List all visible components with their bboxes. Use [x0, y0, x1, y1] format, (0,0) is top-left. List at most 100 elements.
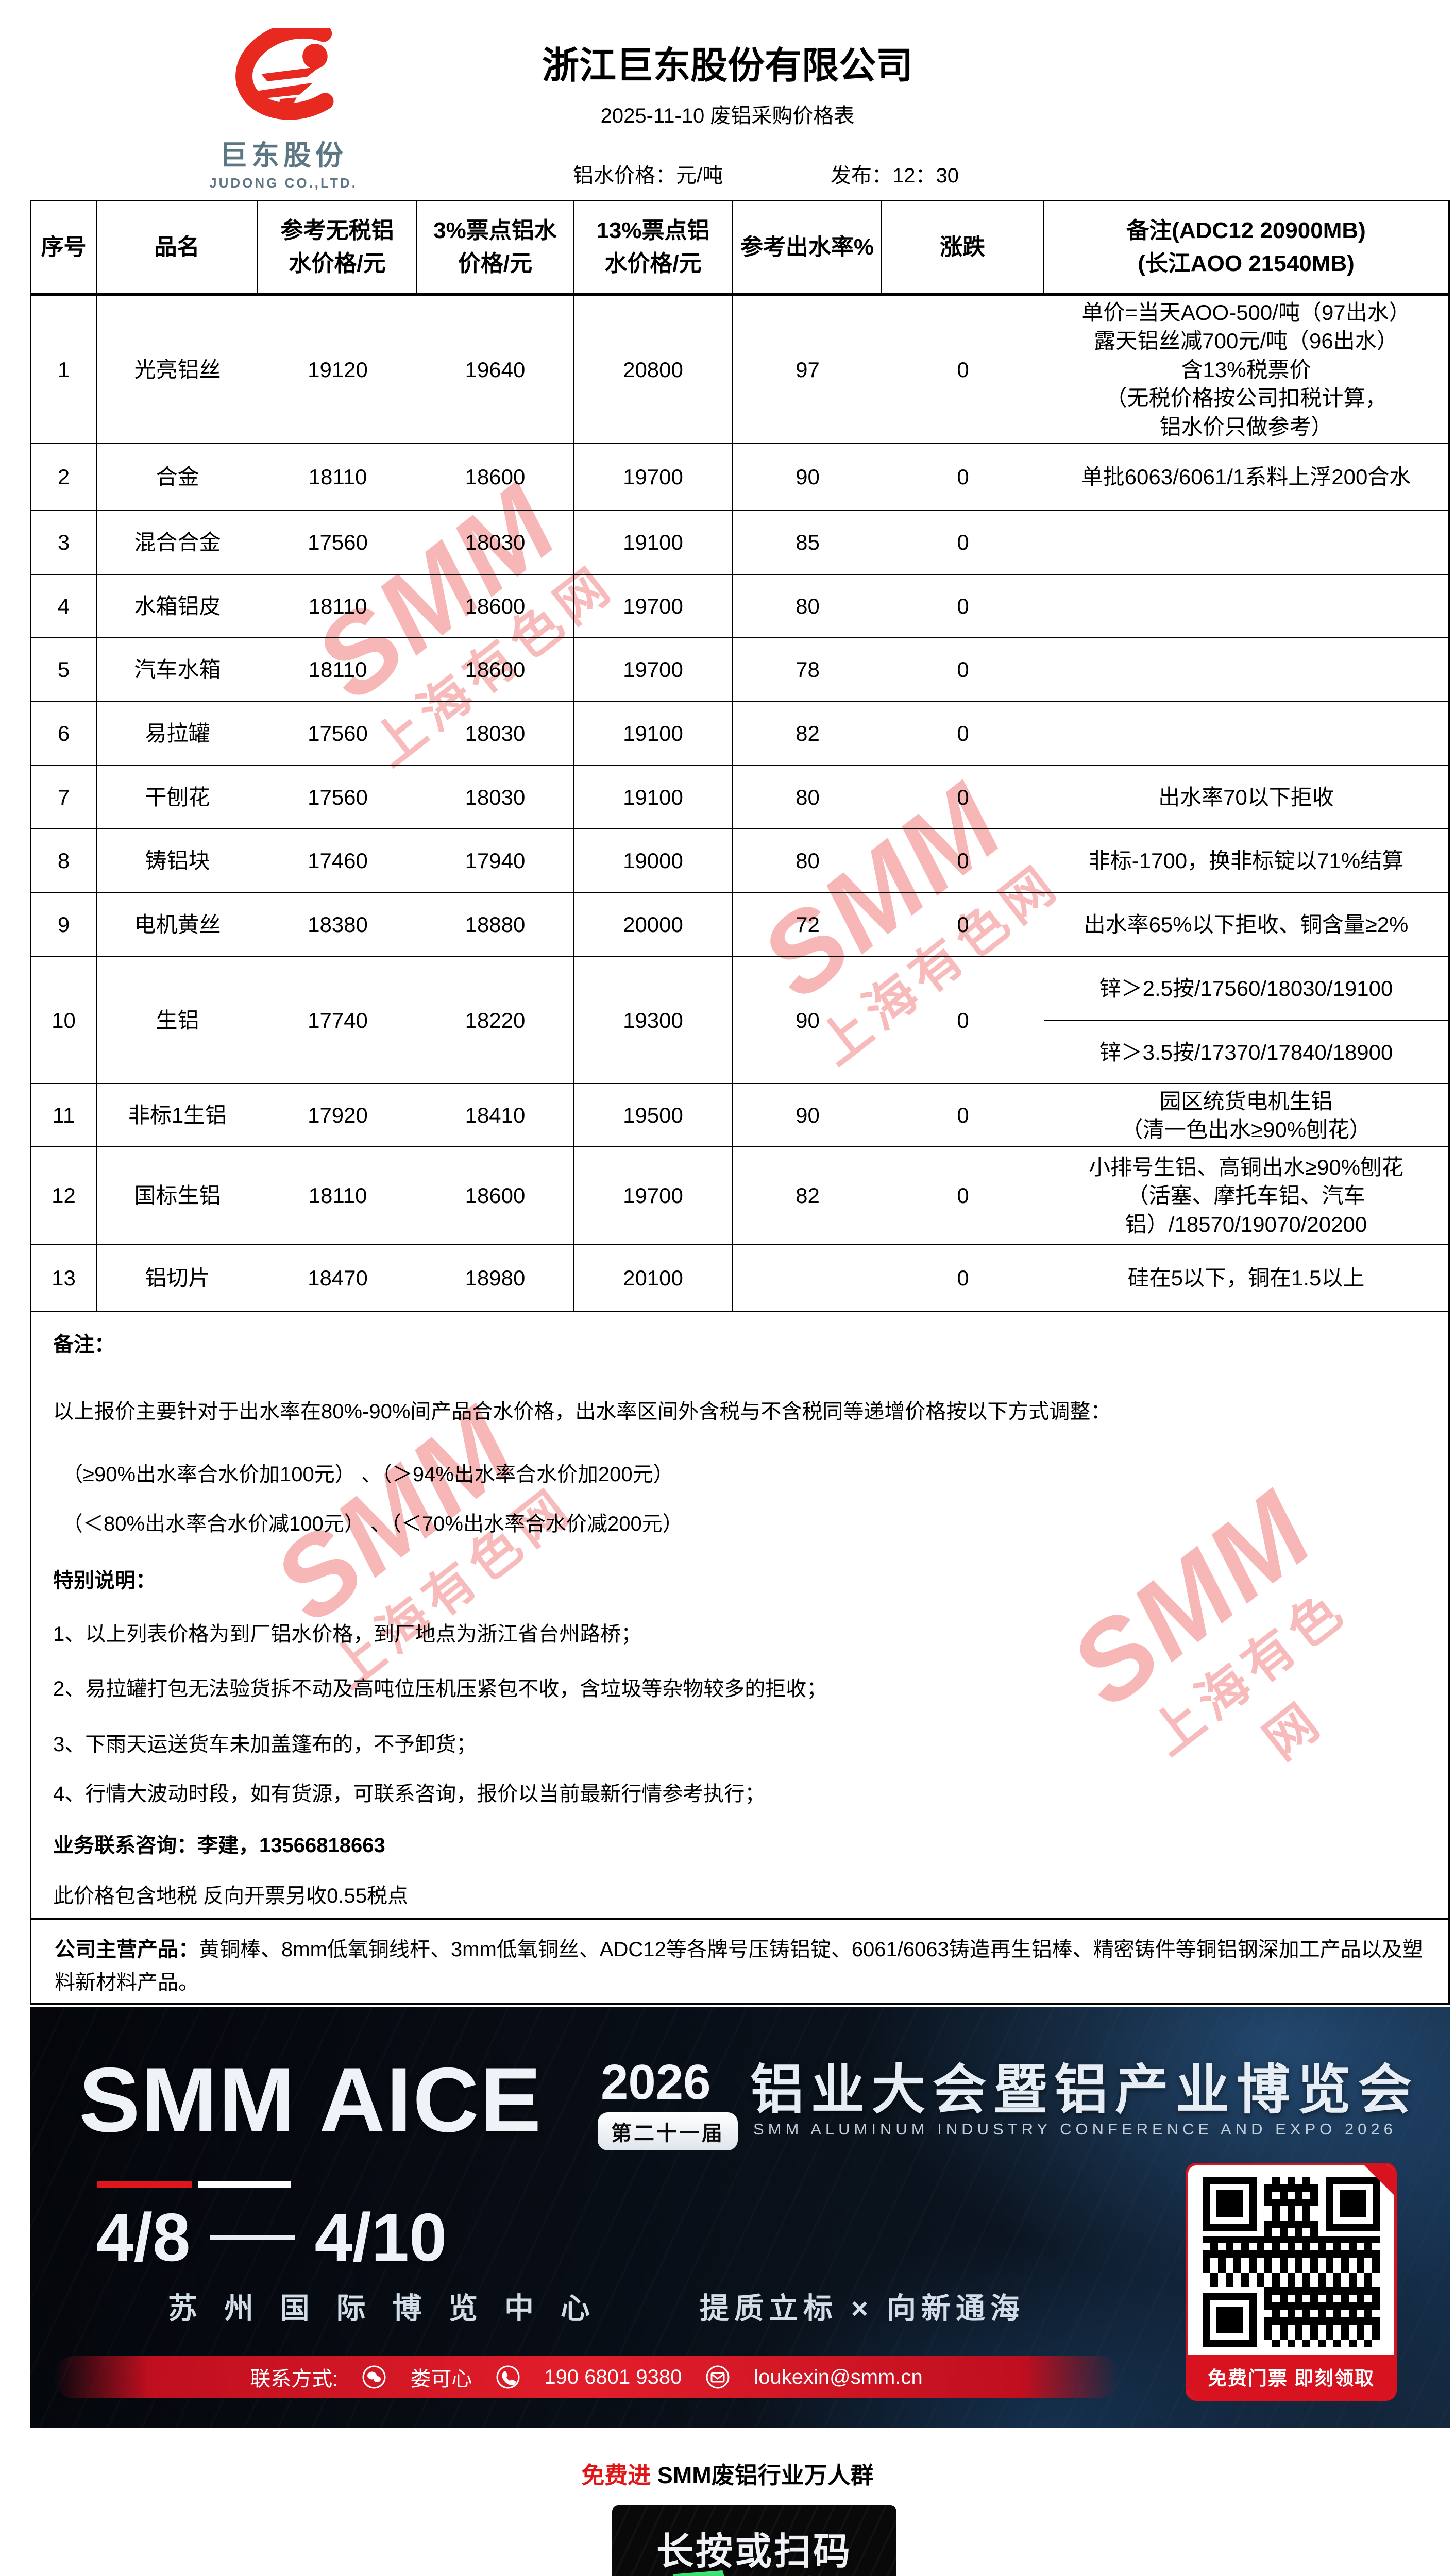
table-cell: 电机黄丝 [97, 893, 258, 957]
table-cell: 80 [733, 766, 882, 829]
table-cell: 0 [882, 829, 1044, 893]
banner-slogan: 提质立标 × 向新通海 [700, 2292, 1025, 2325]
table-cell: 干刨花 [97, 766, 258, 829]
table-cell: 0 [882, 766, 1044, 829]
table-cell: 18030 [417, 511, 574, 575]
table-cell [733, 1245, 882, 1312]
contact-name: 娄可心 [410, 2368, 472, 2391]
table-cell: 9 [31, 893, 97, 957]
table-cell: 20100 [574, 1245, 733, 1312]
table-remark-cell [1044, 702, 1448, 766]
ticket-qr-code[interactable] [1203, 2177, 1380, 2347]
main-products-text: 黄铜棒、8mm低氧铜线杆、3mm低氧铜丝、ADC12等各牌号压铸铝锭、6061/… [55, 1938, 1423, 1994]
table-cell: 10 [31, 957, 97, 1084]
table-cell: 水箱铝皮 [97, 575, 258, 638]
join-group-line: 免费进 SMM废铝行业万人群 [0, 2456, 1455, 2490]
table-cell: 90 [733, 957, 882, 1084]
dash-line [210, 2235, 295, 2240]
table-header-cell: 备注(ADC12 20900MB) (长江AOO 21540MB) [1044, 201, 1448, 296]
price-unit-label: 铝水价格：元/吨 [573, 164, 723, 187]
table-cell: 非标1生铝 [97, 1084, 258, 1147]
table-cell: 7 [31, 766, 97, 829]
join-group-text: SMM废铝行业万人群 [651, 2462, 874, 2488]
table-cell: 合金 [97, 444, 258, 511]
table-cell: 17940 [417, 829, 574, 893]
table-cell: 3 [31, 511, 97, 575]
table-cell: 80 [733, 575, 882, 638]
table-cell: 17740 [258, 957, 417, 1084]
judong-logo-icon [235, 28, 334, 120]
contact-label: 联系方式: [250, 2368, 339, 2391]
table-cell: 18030 [417, 702, 574, 766]
table-cell: 2 [31, 444, 97, 511]
table-remark-cell [1044, 511, 1448, 575]
mail-icon [706, 2365, 730, 2389]
table-cell: 19000 [574, 829, 733, 893]
table-cell: 90 [733, 1084, 882, 1147]
banner-brand: SMM AICE [79, 2048, 543, 2151]
main-products-label: 公司主营产品： [55, 1938, 199, 1961]
ticket-qr-panel[interactable]: 免费门票 即刻领取 [1188, 2165, 1394, 2398]
table-remark-cell: 园区统货电机生铝 （清一色出水≥90%刨花） [1044, 1084, 1448, 1147]
table-cell: 19100 [574, 702, 733, 766]
remark-sub-cell: 锌＞3.5按/17370/17840/18900 [1099, 1040, 1393, 1064]
table-cell: 18380 [258, 893, 417, 957]
table-cell: 19120 [258, 296, 417, 444]
table-cell: 0 [882, 1147, 1044, 1245]
table-cell: 19100 [574, 511, 733, 575]
table-cell: 混合合金 [97, 511, 258, 575]
logo-text-cn: 巨东股份 [219, 140, 347, 171]
table-cell: 18600 [417, 575, 574, 638]
green-arrows-decoration: >>> [799, 2566, 835, 2576]
table-cell: 18110 [258, 575, 417, 638]
table-remark-cell: 出水率65%以下拒收、铜含量≥2% [1044, 893, 1448, 957]
table-cell: 0 [882, 893, 1044, 957]
notes-title: 备注： [53, 1333, 115, 1356]
table-header-cell: 品名 [97, 201, 258, 296]
table-cell: 18030 [417, 766, 574, 829]
table-cell: 0 [882, 296, 1044, 444]
table-cell: 生铝 [97, 957, 258, 1084]
tax-note: 此价格包含地税 反向开票另收0.55税点 [53, 1885, 408, 1907]
table-header-cell: 涨跌 [882, 201, 1044, 296]
scan-card-title: 长按或扫码 [656, 2531, 852, 2572]
banner-year: 2026 [601, 2055, 711, 2110]
smm-aice-banner[interactable]: SMM AICE 2026 第二十一届 铝业大会暨铝产业博览会 SMM ALUM… [30, 2007, 1450, 2428]
table-cell: 18980 [417, 1245, 574, 1312]
table-header-cell: 序号 [31, 201, 97, 296]
table-header-cell: 13%票点铝 水价格/元 [574, 201, 733, 296]
table-cell: 72 [733, 893, 882, 957]
table-cell: 0 [882, 1245, 1044, 1312]
table-cell: 铝切片 [97, 1245, 258, 1312]
banner-date-to: 4/10 [314, 2199, 447, 2275]
table-cell: 0 [882, 1084, 1044, 1147]
table-cell: 0 [882, 702, 1044, 766]
table-cell: 19700 [574, 1147, 733, 1245]
banner-dates: 4/8 4/10 [96, 2198, 447, 2276]
table-cell: 汽车水箱 [97, 638, 258, 702]
corner-fold-decoration [1364, 2165, 1394, 2195]
table-remark-cell: 锌＞2.5按/17560/18030/19100 锌＞3.5按/17370/178… [1044, 957, 1448, 1084]
banner-dash-decoration [97, 2181, 293, 2188]
notes-rule-up: （≥90%出水率合水价加100元） 、（＞94%出水率合水价加200元） [62, 1463, 674, 1486]
special-item-2: 2、易拉罐打包无法验货拆不动及高吨位压机压紧包不收，含垃圾等杂物较多的拒收； [53, 1677, 827, 1700]
table-remark-cell: 非标-1700，换非标锭以71%结算 [1044, 829, 1448, 893]
table-header-cell: 参考无税铝 水价格/元 [258, 201, 417, 296]
free-ticket-label[interactable]: 免费门票 即刻领取 [1188, 2355, 1394, 2398]
table-cell: 5 [31, 638, 97, 702]
join-free-prefix: 免费进 [581, 2462, 651, 2488]
page-title: 浙江巨东股份有限公司 [542, 45, 913, 87]
table-remark-cell [1044, 638, 1448, 702]
business-contact: 业务联系咨询：李建，13566818663 [53, 1834, 385, 1857]
table-cell: 18110 [258, 638, 417, 702]
banner-venue: 苏 州 国 际 博 览 中 心 [168, 2292, 599, 2325]
table-cell: 0 [882, 957, 1044, 1084]
contact-email[interactable]: loukexin@smm.cn [754, 2365, 923, 2388]
table-cell: 6 [31, 702, 97, 766]
table-header-cell: 3%票点铝水 价格/元 [417, 201, 574, 296]
table-header-cell: 参考出水率% [733, 201, 882, 296]
green-trapezoid-decoration [673, 2570, 731, 2576]
table-cell: 0 [882, 638, 1044, 702]
